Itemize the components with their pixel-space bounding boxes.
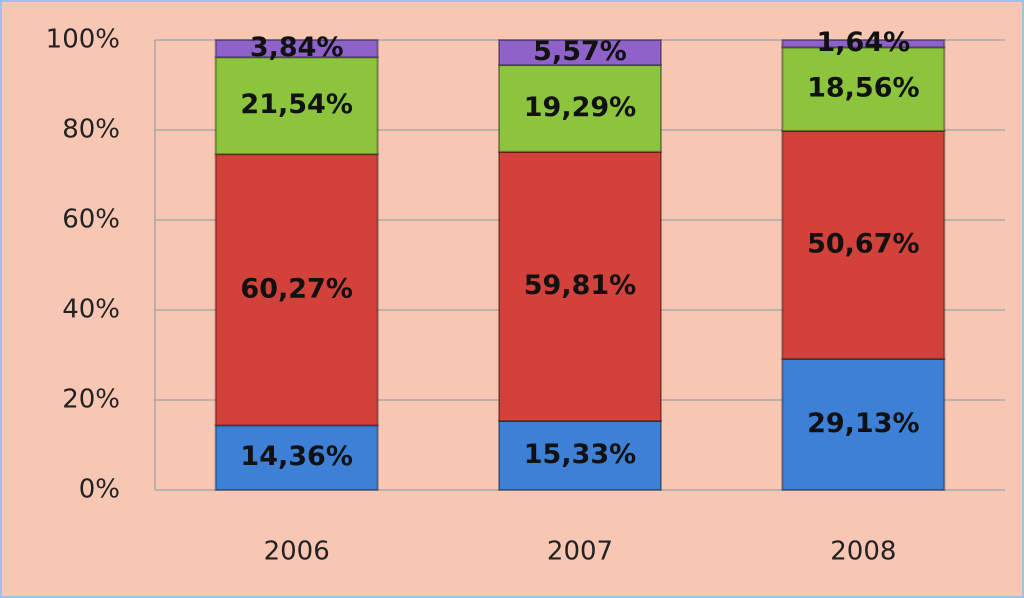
bar-segment [498,64,662,153]
bar-segment [214,38,379,59]
y-tick-label: 40% [62,295,120,325]
bar-segment [214,56,379,156]
x-tick-label: 2006 [264,537,330,567]
bar-segment [781,357,946,492]
bar-segment [498,420,662,492]
y-tick-label: 60% [62,205,120,235]
data-label: 15,33% [524,439,636,470]
data-label: 29,13% [807,408,919,439]
bar-segment [498,150,662,423]
data-label: 3,84% [250,32,344,63]
y-tick-label: 20% [62,385,120,415]
y-tick-label: 80% [62,115,120,145]
data-label: 1,64% [816,27,910,58]
bar-segment [781,129,946,360]
bar-segment [214,153,379,427]
data-label: 60,27% [240,273,352,304]
x-tick-label: 2008 [830,537,896,567]
data-label: 18,56% [807,73,919,104]
y-tick-label: 0% [79,475,120,505]
data-label: 50,67% [807,228,919,259]
data-label: 21,54% [240,89,352,120]
bar-segment [214,424,379,492]
x-tick-label: 2007 [547,537,613,567]
bar-segment [498,39,662,67]
bar-segment [781,46,946,132]
bar-segment [781,39,946,49]
data-label: 14,36% [240,441,352,472]
data-label: 5,57% [533,36,627,67]
y-tick-label: 100% [46,25,120,55]
data-label: 59,81% [524,270,636,301]
data-label: 19,29% [524,92,636,123]
